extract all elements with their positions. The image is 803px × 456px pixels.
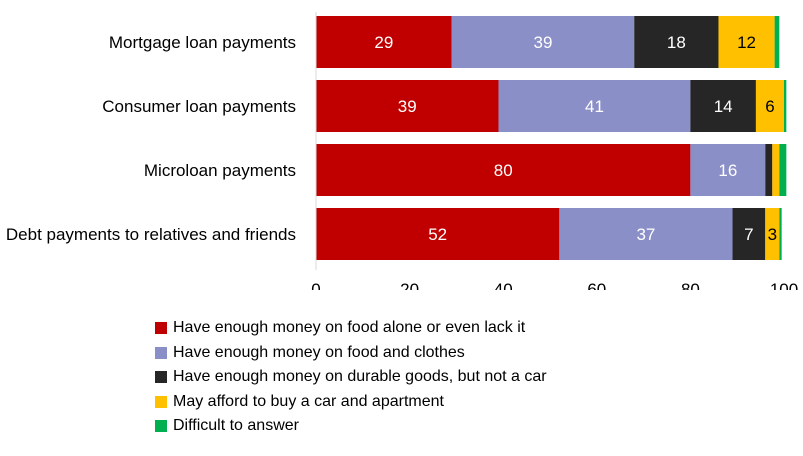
- bar-data-label: 6: [765, 97, 774, 116]
- x-tick-label: 0: [311, 280, 320, 290]
- bar-data-label: 3: [768, 225, 777, 244]
- category-label: Debt payments to relatives and friends: [5, 224, 296, 244]
- bar-segment: [316, 208, 560, 260]
- bar-segment: [784, 80, 787, 132]
- legend-label: Difficult to answer: [173, 417, 299, 435]
- legend-item: Have enough money on food alone or even …: [155, 316, 547, 341]
- bar-data-label: 7: [744, 225, 753, 244]
- bar-segment: [559, 208, 733, 260]
- x-tick-label: 100: [770, 280, 798, 290]
- legend-swatch: [155, 346, 167, 359]
- legend-label: May afford to buy a car and apartment: [173, 392, 444, 410]
- bar-segment: [690, 80, 756, 132]
- bar-segment: [779, 144, 787, 196]
- x-axis-ticks: 0 20 40 60 80 100: [311, 280, 798, 290]
- bar-data-label: 37: [636, 225, 655, 244]
- legend-item: Have enough money on food and clothes: [155, 341, 547, 366]
- bar-data-label: 29: [374, 33, 393, 52]
- bar-segment: [451, 16, 635, 68]
- legend-swatch: [155, 322, 167, 335]
- bar-segment: [774, 16, 780, 68]
- bar-data-label: 16: [718, 161, 737, 180]
- bar-segment: [498, 80, 691, 132]
- bar-data-label: 18: [667, 33, 686, 52]
- bar-segment: [779, 208, 782, 260]
- x-tick-label: 20: [400, 280, 419, 290]
- bar-segment: [765, 208, 780, 260]
- bar-data-label: 39: [398, 97, 417, 116]
- bar-data-label: 41: [585, 97, 604, 116]
- bar-segment: [732, 208, 766, 260]
- legend: Have enough money on food alone or even …: [155, 316, 547, 439]
- bar-segment: [718, 16, 775, 68]
- x-tick-label: 60: [587, 280, 606, 290]
- bar-labels-group: 29 39 18 12 39 41 14 6 80 16 52 37 7 3: [374, 33, 777, 244]
- x-tick-label: 40: [494, 280, 513, 290]
- bar-data-label: 39: [534, 33, 553, 52]
- stacked-bar-chart: 29 39 18 12 39 41 14 6 80 16 52 37 7 3 0 20 40 60 80 100: [311, 12, 798, 290]
- legend-swatch: [155, 395, 167, 408]
- bar-segment: [755, 80, 784, 132]
- x-tick-label: 80: [681, 280, 700, 290]
- category-label: Mortgage loan payments: [108, 32, 296, 52]
- bar-segment: [634, 16, 719, 68]
- bar-data-label: 80: [494, 161, 513, 180]
- category-label: Microloan payments: [143, 160, 296, 180]
- legend-swatch: [155, 371, 167, 384]
- legend-label: Have enough money on durable goods, but …: [173, 368, 547, 386]
- bar-data-label: 52: [428, 225, 447, 244]
- bar-segment: [772, 144, 780, 196]
- legend-label: Have enough money on food alone or even …: [173, 319, 526, 337]
- legend-swatch: [155, 420, 167, 433]
- category-label: Consumer loan payments: [102, 96, 296, 116]
- legend-item: Difficult to answer: [155, 414, 547, 439]
- bar-segment: [690, 144, 766, 196]
- bar-data-label: 12: [737, 33, 756, 52]
- legend-item: Have enough money on durable goods, but …: [155, 365, 547, 390]
- bar-segment: [316, 144, 691, 196]
- bars-group: [316, 16, 787, 260]
- bar-data-label: 14: [714, 97, 733, 116]
- legend-label: Have enough money on food and clothes: [173, 343, 465, 361]
- bar-segment: [316, 80, 499, 132]
- bar-segment: [765, 144, 773, 196]
- legend-item: May afford to buy a car and apartment: [155, 390, 547, 415]
- bar-segment: [316, 16, 452, 68]
